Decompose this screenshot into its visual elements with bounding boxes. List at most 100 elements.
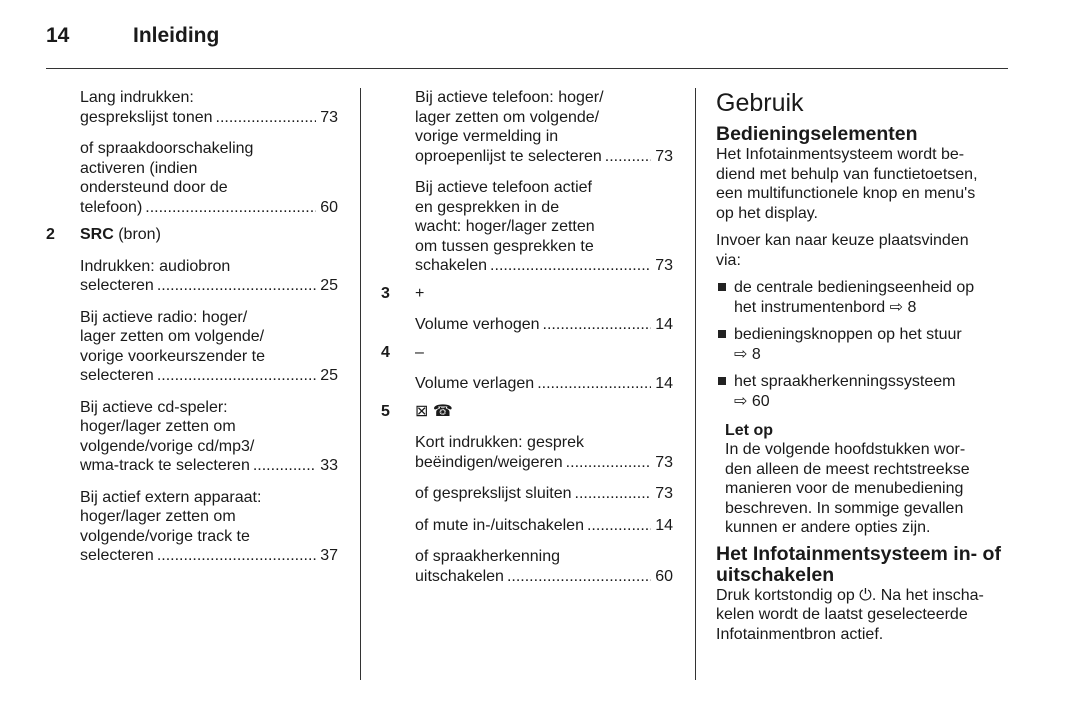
page-reference: 37: [320, 547, 338, 564]
text-line: volgende/vorige track te: [80, 527, 250, 545]
page-reference: 33: [320, 457, 338, 474]
item-label: SRC (bron): [80, 225, 161, 245]
description-paragraph: Bij actieve telefoon: hoger/lager zetten…: [381, 88, 673, 166]
text-line: lager zetten om volgende/: [80, 328, 265, 345]
dot-leader: [507, 567, 651, 587]
page-reference: 25: [320, 367, 338, 384]
item-number: 2: [46, 226, 55, 243]
text-line: Invoer kan naar keuze plaatsvinden: [716, 232, 969, 249]
bullet-text: de centrale bedieningseenheid op het inst…: [734, 278, 974, 317]
text-line: of spraakherkenning: [415, 548, 560, 565]
item-key: SRC: [80, 226, 114, 243]
entry-text: selecteren: [80, 277, 154, 294]
text-line: Bij actieve radio: hoger/: [80, 308, 248, 326]
text-line: Bij actief extern apparaat:: [80, 488, 262, 506]
text-line: Druk kortstondig op ⏻. Na het inscha-: [716, 586, 984, 604]
item-number: 3: [381, 284, 390, 302]
subsection-heading: Bedieningselementen: [716, 124, 1008, 145]
dot-leader: [587, 516, 651, 536]
page-reference: 60: [320, 198, 338, 216]
dot-leader: [157, 366, 316, 386]
text-line: In de volgende hoofdstukken wor-: [725, 441, 966, 458]
toc-entry: beëindigen/weigeren 73: [415, 453, 673, 473]
dot-leader: [605, 147, 651, 167]
description-paragraph: Bij actieve cd-speler: hoger/lager zetten…: [46, 398, 338, 476]
text-line: vorige vermelding in: [415, 128, 559, 145]
toc-entry: wma-track te selecteren 33: [80, 456, 338, 476]
entry-text: selecteren: [80, 547, 154, 564]
text-line: uitschakelen: [716, 563, 835, 586]
dot-leader: [157, 276, 316, 296]
toc-entry: Volume verhogen 14: [415, 315, 673, 335]
entry-text: uitschakelen: [415, 567, 504, 585]
text-line: den alleen de meest rechtstreekse: [725, 460, 970, 478]
dot-leader: [566, 453, 652, 473]
note-heading: Let op: [725, 422, 773, 439]
toc-entry: selecteren 25: [80, 276, 338, 296]
column-middle: Bij actieve telefoon: hoger/lager zetten…: [381, 88, 673, 586]
page-number: 14: [46, 24, 70, 47]
page-reference: 73: [655, 257, 673, 274]
text-line: ⇨ 8: [734, 345, 761, 363]
description-paragraph: Volume verhogen 14: [381, 315, 673, 335]
dot-leader: [575, 484, 652, 504]
text-line: Indrukken: audiobron: [80, 257, 231, 275]
list-item: 5 ⊠ ☎: [381, 402, 673, 422]
toc-entry: schakelen 73: [415, 256, 673, 276]
text-line: manieren voor de menubediening: [725, 480, 964, 497]
dot-leader: [216, 108, 317, 128]
text-line: Infotainmentbron actief.: [716, 625, 884, 643]
bullet-icon: [718, 330, 726, 338]
description-paragraph: of spraakdoorschakeling activeren (indien…: [46, 139, 338, 217]
toc-entry: oproepenlijst te selecteren 73: [415, 147, 673, 167]
item-text: ⊠ ☎: [415, 402, 453, 420]
text-line: Bij actieve cd-speler:: [80, 398, 228, 416]
description-paragraph: Bij actief extern apparaat: hoger/lager z…: [46, 488, 338, 566]
page-reference: 14: [655, 316, 673, 333]
column-divider: [360, 88, 361, 680]
item-number: 5: [381, 402, 390, 420]
text-line: Het Infotainmentsysteem wordt be-: [716, 146, 965, 163]
text-line: een multifunctionele knop en menu's: [716, 185, 976, 202]
item-text: –: [415, 343, 424, 361]
entry-text: Volume verhogen: [415, 316, 540, 333]
toc-entry: of gesprekslijst sluiten 73: [415, 484, 673, 504]
description-paragraph: of mute in-/uitschakelen 14: [381, 516, 673, 536]
section-heading: Gebruik: [716, 89, 804, 117]
description-paragraph: Bij actieve radio: hoger/lager zetten om…: [46, 308, 338, 386]
chapter-title: Inleiding: [133, 24, 220, 47]
entry-text: of mute in-/uitschakelen: [415, 516, 584, 534]
bullet-icon: [718, 377, 726, 385]
body-paragraph: Het Infotainmentsysteem wordt be-diend m…: [716, 145, 1008, 223]
description-paragraph: Lang indrukken: gesprekslijst tonen 73: [46, 88, 338, 127]
column-right: Gebruik Bedieningselementen Het Infotainme…: [716, 88, 1008, 644]
text-line: of spraakdoorschakeling: [80, 140, 254, 157]
entry-text: Volume verlagen: [415, 375, 535, 392]
text-line: het instrumentenbord ⇨ 8: [734, 298, 917, 316]
text-line: via:: [716, 251, 741, 269]
list-item: 4–: [381, 343, 673, 363]
description-paragraph: Kort indrukken: gesprek beëindigen/weiger…: [381, 433, 673, 472]
item-text: +: [415, 284, 425, 302]
body-paragraph: Druk kortstondig op ⏻. Na het inscha-kel…: [716, 586, 1008, 645]
text-line: hoger/lager zetten om: [80, 418, 236, 435]
page-reference: 73: [655, 453, 673, 471]
text-line: diend met behulp van functietoetsen,: [716, 165, 978, 183]
text-line: op het display.: [716, 204, 818, 222]
text-line: kelen wordt de laatst geselecteerde: [716, 606, 968, 623]
toc-entry: telefoon) 60: [80, 198, 338, 218]
list-item: 2 SRC (bron): [46, 225, 338, 245]
page-reference: 73: [655, 147, 673, 165]
text-line: vorige voorkeurszender te: [80, 347, 265, 365]
entry-text: schakelen: [415, 257, 488, 274]
note-text: In de volgende hoofdstukken wor-den alle…: [716, 440, 1008, 538]
text-line: hoger/lager zetten om: [80, 508, 236, 525]
text-line: Het Infotainmentsysteem in- of: [716, 542, 1001, 565]
description-paragraph: of gesprekslijst sluiten 73: [381, 484, 673, 504]
description-paragraph: of spraakherkenning uitschakelen 60: [381, 547, 673, 586]
description-paragraph: Bij actieve telefoon actief en gesprekken…: [381, 178, 673, 276]
header-rule: [46, 68, 1008, 69]
toc-entry: uitschakelen 60: [415, 567, 673, 587]
dot-leader: [537, 374, 651, 394]
text-line: Lang indrukken:: [80, 89, 194, 106]
